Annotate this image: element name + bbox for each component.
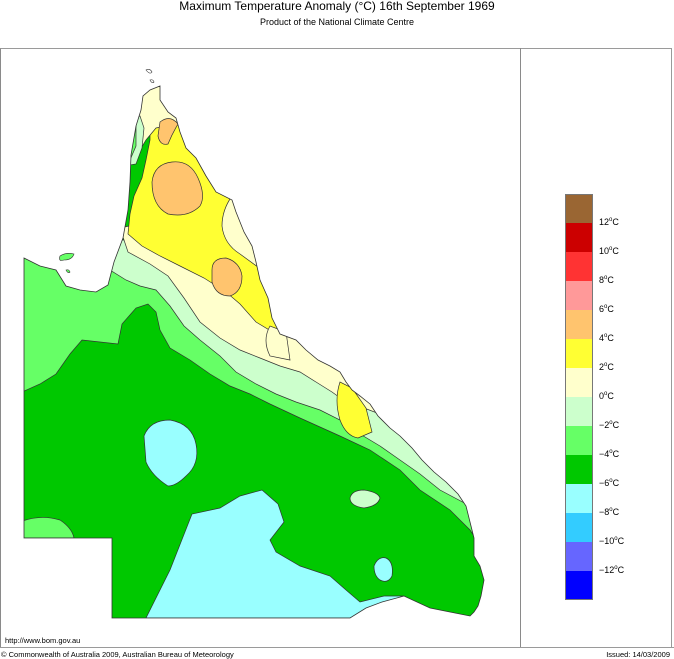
copyright-text: © Commonwealth of Australia 2009, Austra… (1, 650, 234, 659)
legend-label: 12oC (599, 217, 619, 227)
legend-label: −2oC (599, 420, 620, 430)
legend-label: −4oC (599, 449, 620, 459)
legend-swatch-6-8 (565, 281, 593, 310)
legend-label: 8oC (599, 275, 614, 285)
bom-url-link[interactable]: http://www.bom.gov.au (5, 636, 81, 645)
map-title: Maximum Temperature Anomaly (°C) 16th Se… (179, 0, 495, 13)
band-4-6-north-small (157, 118, 179, 145)
legend-label: −8oC (599, 507, 620, 517)
qld-outline (23, 85, 485, 619)
legend-swatch-4-6 (565, 310, 593, 339)
legend-swatch-above-12 (565, 194, 593, 223)
legend-label: 2oC (599, 362, 614, 372)
legend-label: 4oC (599, 333, 614, 343)
legend-swatch-minus8-minus6 (565, 484, 593, 513)
band-minus4-minus2-sw (24, 517, 75, 539)
footer-divider (0, 647, 674, 648)
legend-swatch-minus6-minus4 (565, 455, 593, 484)
map-frame (0, 48, 672, 648)
band-4-6-north-large (151, 161, 203, 216)
legend-label: −10oC (599, 536, 625, 546)
legend-label: −6oC (599, 478, 620, 488)
legend-swatch-8-10 (565, 252, 593, 281)
band-0-2-coastal-2 (265, 325, 291, 361)
band-4-6-central (211, 257, 243, 297)
legend-swatch-0-2 (565, 368, 593, 397)
issued-date: Issued: 14/03/2009 (606, 650, 670, 659)
legend-swatch-below-minus12 (565, 571, 593, 600)
island-torres (145, 69, 155, 83)
legend-swatch-minus10-minus8 (565, 513, 593, 542)
legend-divider (520, 48, 521, 648)
legend-label: 10oC (599, 246, 619, 256)
legend-swatch-minus2-0 (565, 397, 593, 426)
legend-swatch-minus4-minus2 (565, 426, 593, 455)
legend-label: 6oC (599, 304, 614, 314)
island-mornington (59, 253, 75, 273)
map-subtitle: Product of the National Climate Centre (259, 17, 415, 27)
legend-label: −12oC (599, 565, 625, 575)
band-minus2-0-oval (349, 489, 381, 509)
band-minus8-minus6-west (143, 419, 198, 487)
legend-swatch-10-12 (565, 223, 593, 252)
legend-label: 0oC (599, 391, 614, 401)
legend-swatch-2-4 (565, 339, 593, 368)
band-minus8-minus6-south (145, 489, 411, 618)
band-minus8-minus6-east (373, 557, 393, 582)
band-2-4-bay (336, 381, 373, 439)
anomaly-map (23, 69, 485, 619)
legend-swatch-minus12-minus10 (565, 542, 593, 571)
